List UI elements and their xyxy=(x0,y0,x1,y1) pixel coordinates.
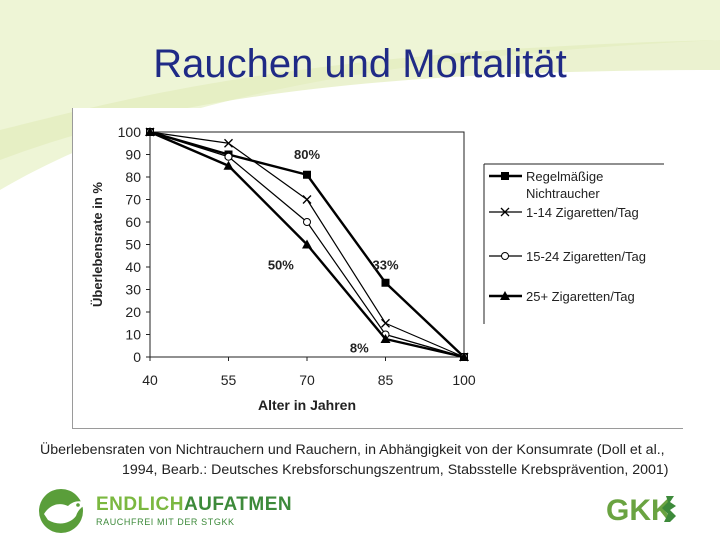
legend-label: Regelmäßige xyxy=(526,169,603,184)
chart-annotation: 33% xyxy=(372,257,398,272)
logo-wordmark: ENDLICHAUFATMEN xyxy=(96,494,292,516)
data-point xyxy=(381,318,390,328)
data-point xyxy=(459,352,469,361)
chart-axes: 0 10 20 30 40 50 60 70 80 90 100 40 55 70 85 100 Alter i… xyxy=(90,124,476,413)
y-tick-label: 90 xyxy=(125,147,141,163)
legend-entry: Regelmäßige Nichtraucher xyxy=(489,169,603,201)
legend-label: 1-14 Zigaretten/Tag xyxy=(526,205,639,220)
y-tick-label: 0 xyxy=(133,349,141,365)
gkk-logo-text: GKK xyxy=(606,494,673,526)
logo-tagline: RAUCHFREI MIT DER STGKK xyxy=(96,517,235,527)
legend-marker xyxy=(500,207,510,217)
logo-word-endlich: ENDLICH xyxy=(96,494,184,515)
legend-entry: 25+ Zigaretten/Tag xyxy=(489,289,635,304)
gkk-logo-icon: GKK xyxy=(606,494,676,526)
data-point xyxy=(224,152,233,161)
x-tick-label: 85 xyxy=(378,372,394,388)
background-swoosh xyxy=(0,0,720,190)
legend-entry: 15-24 Zigaretten/Tag xyxy=(489,249,646,264)
series-4 xyxy=(145,127,469,361)
y-tick-label: 50 xyxy=(125,237,141,253)
data-point xyxy=(380,334,391,343)
x-tick-label: 55 xyxy=(221,372,237,388)
data-point xyxy=(145,127,155,136)
y-axis-label: Überlebensrate in % xyxy=(90,182,105,307)
y-tick-label: 30 xyxy=(125,282,141,298)
data-point xyxy=(223,160,234,170)
survival-chart: 0 10 20 30 40 50 60 70 80 90 100 40 55 70 85 100 Alter i… xyxy=(90,124,664,413)
data-point xyxy=(302,239,312,249)
chart-annotation: 50% xyxy=(268,257,294,272)
slide-title: Rauchen und Mortalität xyxy=(153,42,567,86)
x-tick-label: 100 xyxy=(452,372,476,388)
x-tick-label: 40 xyxy=(142,372,158,388)
legend-label: 25+ Zigaretten/Tag xyxy=(526,289,635,304)
chart-annotation: 8% xyxy=(350,341,369,356)
legend-label: 15-24 Zigaretten/Tag xyxy=(526,249,646,264)
figure-caption: Überlebensraten von Nichtrauchern und Ra… xyxy=(40,440,700,480)
chart-legend: Regelmäßige Nichtraucher 1-14 Zigaretten/T… xyxy=(483,163,664,324)
x-marker-stroke xyxy=(302,195,312,204)
y-tick-label: 10 xyxy=(125,327,141,343)
legend-marker xyxy=(500,291,510,300)
data-point xyxy=(381,278,390,287)
legend-box xyxy=(484,164,664,324)
x-axis-label: Alter in Jahren xyxy=(258,397,356,413)
legend-marker xyxy=(501,172,509,180)
x-marker-stroke xyxy=(381,318,390,328)
data-point xyxy=(224,138,233,148)
logo-word-aufatmen: AUFATMEN xyxy=(183,494,293,515)
y-tick-label: 60 xyxy=(125,214,141,230)
x-tick-label: 70 xyxy=(299,372,315,388)
y-tick-label: 80 xyxy=(125,169,141,185)
y-tick-label: 20 xyxy=(125,304,141,320)
x-marker-stroke xyxy=(500,207,510,217)
y-tick-label: 70 xyxy=(125,192,141,208)
chart-annotation: 80% xyxy=(294,147,320,162)
data-point xyxy=(303,170,311,179)
y-tick-label: 40 xyxy=(125,259,141,275)
legend-entry: 1-14 Zigaretten/Tag xyxy=(489,205,639,220)
chart-series xyxy=(145,127,469,362)
legend-label: Nichtraucher xyxy=(526,186,600,201)
y-tick-label: 100 xyxy=(118,124,142,140)
caption-line-2: 1994, Bearb.: Deutsches Krebsforschungsz… xyxy=(122,462,669,478)
chart-annotations: 80% 33% 50% 8% xyxy=(268,147,399,356)
endlich-aufatmen-logo-icon xyxy=(39,489,88,533)
data-point xyxy=(302,195,312,204)
caption-line-1: Überlebensraten von Nichtrauchern und Ra… xyxy=(40,442,665,458)
data-point xyxy=(303,218,311,226)
x-marker-stroke xyxy=(224,138,233,148)
legend-marker xyxy=(501,252,509,260)
